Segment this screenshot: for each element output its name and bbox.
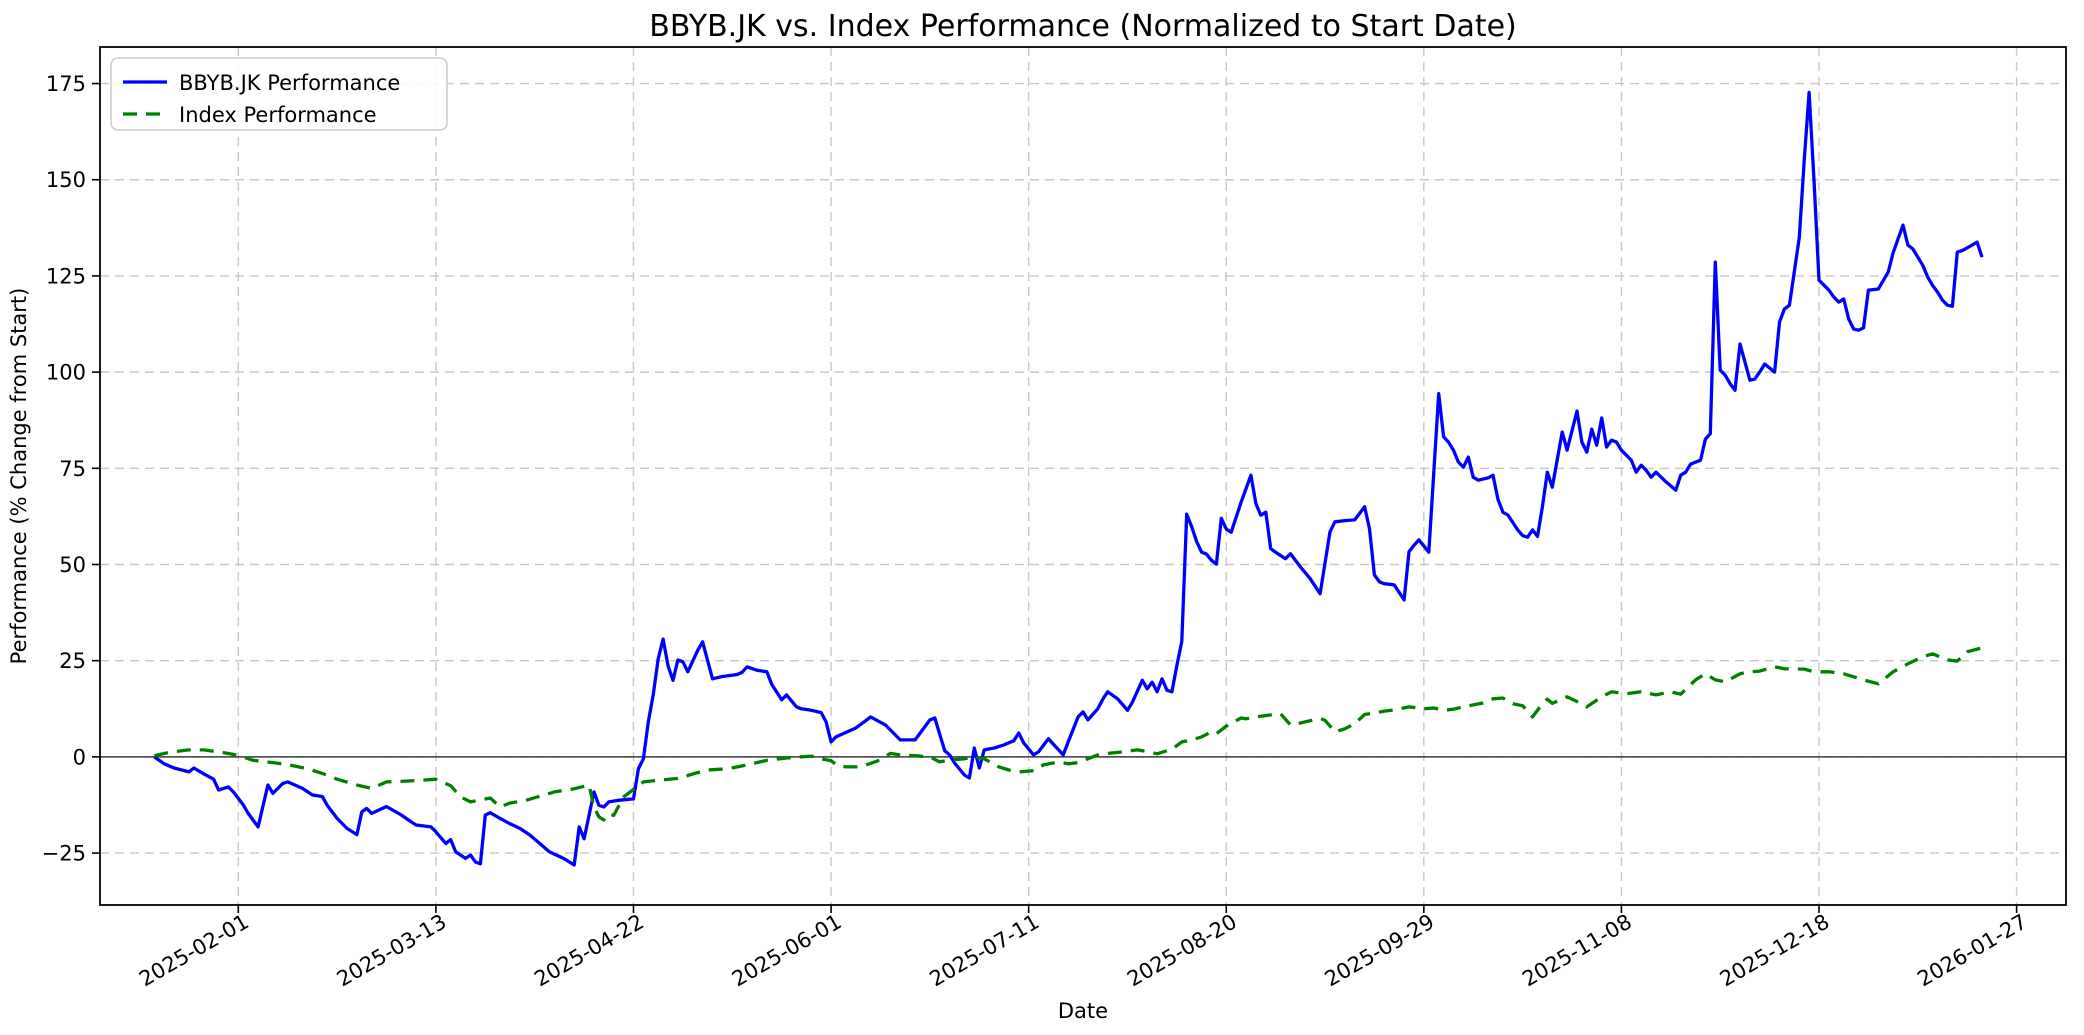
x-tick-label: 2025-04-22: [530, 910, 648, 992]
y-tick-label: 0: [73, 745, 86, 769]
y-tick-label: 100: [46, 361, 86, 385]
x-tick-label: 2025-03-13: [333, 910, 451, 992]
x-tick-label: 2025-07-11: [926, 910, 1044, 992]
x-tick-label: 2025-08-20: [1123, 910, 1241, 992]
y-tick-label: 75: [59, 457, 86, 481]
plot-area: −25 0 25 50 75 100 125 150 175 2025-02-01 2025-03-…: [42, 46, 2067, 992]
x-tick-label: 2025-12-18: [1716, 910, 1834, 992]
series-line-index: [153, 646, 1983, 822]
legend: BBYB.JK Performance Index Performance: [110, 57, 448, 131]
y-tick-label: 125: [46, 264, 86, 288]
x-tick-label: 2025-11-08: [1518, 910, 1636, 992]
x-tick-label: 2025-02-01: [135, 910, 253, 992]
x-axis-label: Date: [1058, 999, 1108, 1023]
x-tick-label: 2025-06-01: [728, 910, 846, 992]
x-tick-label: 2025-09-29: [1321, 910, 1439, 992]
y-tick-label: −25: [42, 842, 86, 866]
y-axis-label: Performance (% Change from Start): [7, 288, 31, 665]
x-tick-label: 2026-01-27: [1913, 910, 2031, 992]
chart-title: BBYB.JK vs. Index Performance (Normalize…: [649, 9, 1517, 44]
gridlines: [100, 47, 2066, 905]
legend-label-bbyb: BBYB.JK Performance: [179, 71, 400, 95]
y-tick-label: 25: [59, 649, 86, 673]
plot-border: [99, 46, 2067, 906]
y-tick-label: 175: [46, 72, 86, 96]
y-tick-label: 150: [46, 168, 86, 192]
series-line-bbyb: [153, 90, 1984, 867]
y-tick-label: 50: [59, 553, 86, 577]
legend-box: [110, 57, 448, 131]
legend-label-index: Index Performance: [179, 103, 377, 127]
